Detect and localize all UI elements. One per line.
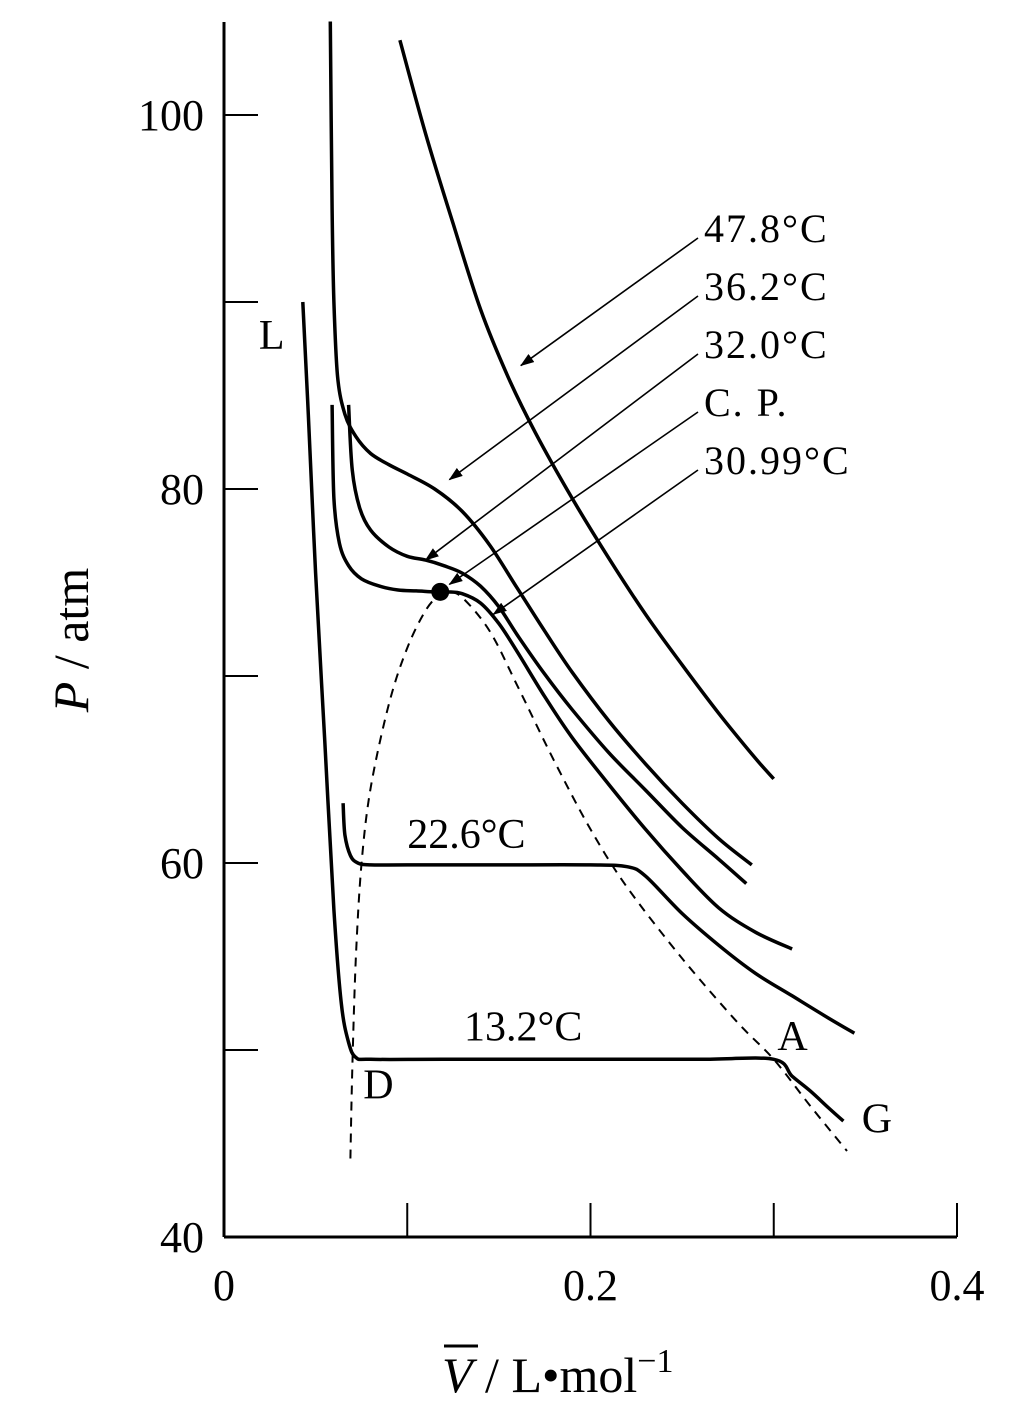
x-axis-symbol: V (442, 1347, 478, 1403)
y-axis-unit: / atm (43, 568, 99, 682)
x-tick-label: 0.2 (563, 1261, 618, 1310)
y-ticks: 40 60 80 100 (138, 91, 258, 1262)
y-axis-symbol: P (43, 682, 99, 714)
x-axis-title: V / L•mol−1 (442, 1343, 673, 1403)
annotation-label: 22.6°C (407, 812, 525, 858)
series-line-32-0-C (346, 404, 748, 885)
y-tick-label: 80 (160, 465, 204, 514)
legend-layer: 47.8°C 36.2°C 32.0°C C. P. 30.99°C (424, 206, 851, 615)
legend-label: 47.8°C (704, 206, 829, 251)
legend-label: 30.99°C (704, 438, 851, 483)
annotation-label: A (777, 1014, 808, 1060)
legend-leader-arrow (448, 295, 699, 481)
series-line-30-99-C (330, 404, 793, 951)
series-line-13-2-C (301, 301, 845, 1123)
annotation-label: L (259, 313, 285, 359)
annotation-label: G (862, 1096, 892, 1142)
x-axis-unit: / L•mol (473, 1347, 638, 1403)
y-tick-label: 100 (138, 91, 204, 140)
series-line-36-2-C (328, 21, 753, 867)
series-line-22-6-C (341, 803, 856, 1035)
x-axis-unit-exponent: −1 (637, 1343, 673, 1380)
series-line-coexistence (349, 590, 848, 1159)
x-tick-label: 0 (213, 1261, 235, 1310)
legend-leader-arrow (520, 237, 699, 367)
y-axis-title: P / atm (43, 568, 99, 714)
legend-leader-arrow (492, 469, 699, 615)
series-layer (301, 21, 856, 1159)
series-line-47-8-C (398, 39, 776, 781)
axes: 40 60 80 100 0 0.2 0.4 (138, 22, 985, 1310)
y-tick-label: 60 (160, 839, 204, 888)
critical-point-layer (431, 582, 450, 601)
annotation-layer: 22.6°C 13.2°C L D A G (259, 313, 892, 1143)
legend-label: C. P. (704, 380, 789, 425)
annotation-label: 13.2°C (464, 1005, 582, 1051)
critical-point-marker (431, 582, 450, 601)
legend-label: 36.2°C (704, 264, 829, 309)
x-axis-title-group: V / L•mol−1 (442, 1343, 673, 1403)
annotation-label: D (363, 1063, 393, 1109)
legend-label: 32.0°C (704, 322, 829, 367)
legend-leader-arrow (424, 353, 699, 561)
x-tick-label: 0.4 (930, 1261, 985, 1310)
x-ticks: 0 0.2 0.4 (213, 1203, 985, 1310)
y-tick-label: 40 (160, 1213, 204, 1262)
legend-leader-arrow (448, 411, 699, 586)
